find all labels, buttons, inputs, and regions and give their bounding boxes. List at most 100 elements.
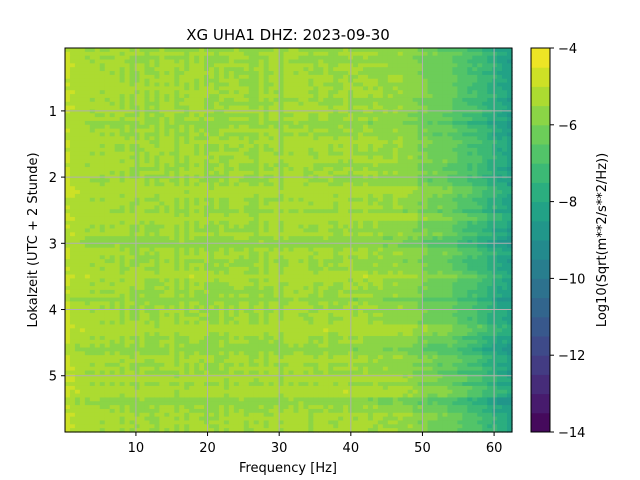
heatmap-cell bbox=[124, 255, 131, 260]
heatmap-cell bbox=[258, 170, 265, 176]
heatmap-cell bbox=[69, 167, 76, 172]
heatmap-cell bbox=[482, 90, 488, 95]
heatmap-cell bbox=[472, 224, 478, 230]
heatmap-cell bbox=[134, 105, 141, 111]
heatmap-cell bbox=[343, 78, 349, 84]
heatmap-cell bbox=[467, 90, 473, 95]
heatmap-cell bbox=[353, 147, 359, 153]
heatmap-cell bbox=[343, 247, 349, 253]
heatmap-cell bbox=[377, 251, 384, 256]
heatmap-cell bbox=[199, 213, 205, 218]
heatmap-cell bbox=[89, 220, 96, 226]
heatmap-cell bbox=[447, 101, 453, 107]
heatmap-cell bbox=[223, 59, 230, 64]
heatmap-cell bbox=[477, 186, 483, 191]
heatmap-cell bbox=[233, 94, 240, 99]
heatmap-cell bbox=[253, 228, 260, 233]
heatmap-cell bbox=[104, 213, 111, 218]
heatmap-cell bbox=[422, 197, 429, 203]
heatmap-cell bbox=[427, 117, 434, 122]
heatmap-cell bbox=[288, 213, 295, 218]
heatmap-cell bbox=[283, 155, 290, 160]
heatmap-cell bbox=[179, 155, 185, 160]
heatmap-cell bbox=[363, 55, 369, 61]
heatmap-cell bbox=[283, 240, 290, 245]
heatmap-cell bbox=[104, 163, 111, 168]
heatmap-cell bbox=[338, 63, 344, 68]
heatmap-cell bbox=[149, 197, 155, 203]
heatmap-cell bbox=[129, 90, 136, 95]
heatmap-cell bbox=[477, 132, 483, 137]
heatmap-cell bbox=[84, 55, 91, 61]
heatmap-cell bbox=[447, 155, 453, 160]
heatmap-cell bbox=[99, 167, 106, 172]
heatmap-cell bbox=[228, 178, 235, 183]
heatmap-cell bbox=[407, 55, 414, 61]
heatmap-cell bbox=[69, 251, 76, 256]
heatmap-cell bbox=[437, 247, 444, 253]
heatmap-cell bbox=[387, 136, 394, 141]
heatmap-cell bbox=[338, 213, 344, 218]
heatmap-cell bbox=[412, 67, 419, 72]
heatmap-cell bbox=[507, 132, 513, 137]
heatmap-cell bbox=[144, 259, 151, 264]
heatmap-cell bbox=[353, 113, 359, 118]
heatmap-cell bbox=[298, 197, 304, 203]
heatmap-cell bbox=[288, 224, 295, 230]
heatmap-cell bbox=[358, 144, 364, 149]
heatmap-cell bbox=[114, 216, 121, 222]
heatmap-cell bbox=[407, 220, 414, 226]
heatmap-cell bbox=[124, 205, 131, 210]
heatmap-cell bbox=[99, 236, 106, 241]
heatmap-cell bbox=[328, 213, 334, 218]
heatmap-cell bbox=[278, 167, 285, 172]
heatmap-cell bbox=[422, 240, 429, 245]
heatmap-cell bbox=[65, 55, 71, 61]
heatmap-cell bbox=[417, 163, 424, 168]
heatmap-cell bbox=[318, 201, 324, 207]
heatmap-cell bbox=[169, 59, 175, 64]
heatmap-cell bbox=[129, 251, 136, 256]
heatmap-cell bbox=[507, 71, 513, 76]
heatmap-cell bbox=[204, 247, 210, 253]
heatmap-cell bbox=[323, 220, 329, 226]
heatmap-cell bbox=[154, 55, 160, 61]
heatmap-cell bbox=[149, 163, 155, 168]
heatmap-cell bbox=[397, 48, 404, 53]
heatmap-cell bbox=[412, 124, 419, 130]
heatmap-cell bbox=[358, 220, 364, 226]
heatmap-cell bbox=[437, 205, 444, 210]
heatmap-cell bbox=[397, 213, 404, 218]
heatmap-cell bbox=[457, 213, 463, 218]
heatmap-cell bbox=[79, 136, 86, 141]
heatmap-cell bbox=[109, 259, 116, 264]
heatmap-cell bbox=[179, 140, 185, 145]
heatmap-cell bbox=[119, 117, 126, 122]
heatmap-cell bbox=[69, 86, 76, 91]
heatmap-cell bbox=[194, 182, 200, 187]
heatmap-cell bbox=[477, 105, 483, 111]
heatmap-cell bbox=[467, 109, 473, 114]
heatmap-cell bbox=[298, 124, 304, 130]
heatmap-cell bbox=[447, 51, 453, 57]
heatmap-cell bbox=[397, 113, 404, 118]
heatmap-cell bbox=[258, 71, 265, 76]
heatmap-cell bbox=[318, 163, 324, 168]
heatmap-cell bbox=[114, 48, 121, 53]
heatmap-cell bbox=[204, 243, 210, 249]
heatmap-cell bbox=[333, 209, 339, 214]
heatmap-cell bbox=[114, 105, 121, 111]
heatmap-cell bbox=[333, 255, 339, 260]
heatmap-cell bbox=[392, 124, 399, 130]
heatmap-cell bbox=[119, 186, 126, 191]
heatmap-cell bbox=[99, 101, 106, 107]
heatmap-cell bbox=[492, 251, 498, 256]
heatmap-cell bbox=[422, 228, 429, 233]
heatmap-cell bbox=[99, 163, 106, 168]
heatmap-cell bbox=[367, 190, 374, 195]
heatmap-cell bbox=[209, 232, 215, 237]
heatmap-cell bbox=[412, 78, 419, 84]
heatmap-cell bbox=[258, 144, 265, 149]
heatmap-cell bbox=[84, 236, 91, 241]
heatmap-cell bbox=[243, 232, 250, 237]
